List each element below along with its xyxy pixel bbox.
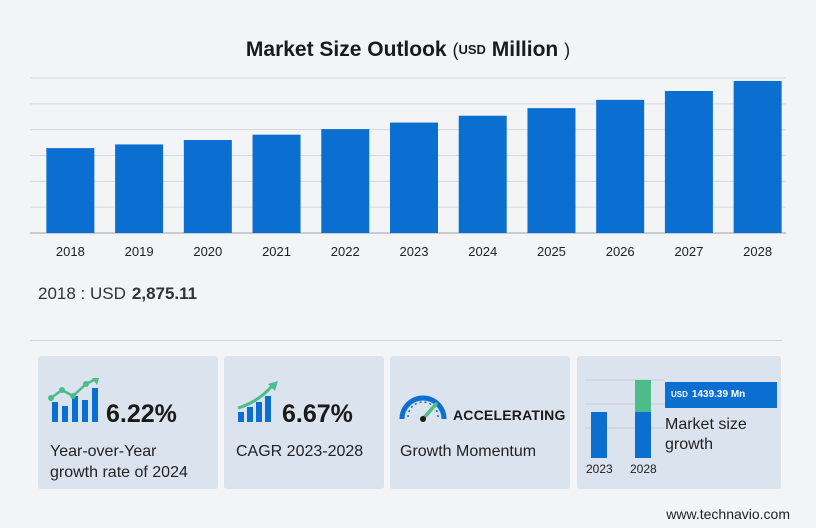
bar-2020	[183, 140, 232, 233]
bar-2022	[321, 129, 370, 233]
x-tick-label-2026: 2026	[606, 244, 635, 259]
x-tick-label-2021: 2021	[262, 244, 291, 259]
growth-chart-icon	[48, 378, 99, 422]
source-footer: www.technavio.com	[666, 506, 790, 522]
chart-title: Market Size Outlook (USD Million )	[0, 38, 816, 62]
bar-2028	[733, 80, 782, 233]
increment-tag: USD 1439.39 Mn	[665, 382, 777, 408]
title-open-paren: (	[452, 40, 459, 60]
yoy-value: 6.22%	[106, 400, 177, 428]
mini-bar-2023	[591, 412, 607, 458]
mini-year-end: 2028	[630, 462, 657, 476]
yoy-label-line2: growth rate of 2024	[50, 464, 188, 481]
section-divider	[30, 340, 782, 341]
cagr-label: CAGR 2023-2028	[236, 443, 364, 460]
x-tick-label-2023: 2023	[400, 244, 429, 259]
mini-year-start: 2023	[586, 462, 613, 476]
yoy-label-line1: Year-over-Year	[50, 443, 157, 460]
title-unit: USD	[458, 42, 486, 57]
cagr-value: 6.67%	[282, 400, 353, 428]
mini-bar-2028-increment	[635, 380, 651, 412]
bar-2023	[390, 122, 438, 233]
x-tick-label-2028: 2028	[743, 244, 772, 259]
base-year-label: 2018 : USD	[38, 284, 126, 303]
bar-2019	[115, 144, 164, 233]
momentum-card: ACCELERATING Growth Momentum	[390, 356, 570, 489]
bar-2024	[458, 115, 507, 233]
bar-2027	[664, 90, 713, 233]
mini-growth-chart	[585, 379, 665, 458]
bar-2025	[527, 108, 576, 233]
bar-2026	[596, 99, 645, 233]
cagr-card: 6.67% CAGR 2023-2028	[224, 356, 384, 489]
x-tick-label-2027: 2027	[674, 244, 703, 259]
speedometer-icon	[399, 395, 447, 422]
x-tick-label-2019: 2019	[125, 244, 154, 259]
increment-unit: USD	[671, 390, 688, 399]
title-scale: Million	[491, 38, 559, 61]
x-tick-label-2025: 2025	[537, 244, 566, 259]
mini-bar-2028-base	[635, 412, 651, 458]
base-year-value: 2018 : USD 2,875.11	[38, 284, 197, 304]
size-label-line1: Market size	[665, 416, 747, 433]
increment-value: 1439.39 Mn	[691, 389, 746, 400]
x-tick-label-2024: 2024	[468, 244, 497, 259]
yoy-growth-card: 6.22% Year-over-Year growth rate of 2024	[38, 356, 218, 489]
x-tick-label-2018: 2018	[56, 244, 85, 259]
size-label-line2: growth	[665, 436, 714, 453]
bar-2018	[46, 148, 95, 233]
rising-bars-icon	[237, 381, 278, 422]
bar-2021	[252, 134, 301, 233]
title-main: Market Size Outlook	[245, 38, 447, 61]
x-tick-label-2020: 2020	[193, 244, 222, 259]
bar-chart: 2018 2019 2020 2021 2022 2023 2024 2025 2026 2027…	[30, 77, 786, 259]
x-tick-label-2022: 2022	[331, 244, 360, 259]
momentum-status: ACCELERATING	[453, 407, 566, 423]
title-close-paren: )	[564, 40, 571, 60]
base-year-number: 2,875.11	[131, 284, 198, 303]
market-size-growth-card: 2023 2028 USD 1439.39 Mn Market size grow…	[577, 356, 781, 489]
momentum-label: Growth Momentum	[400, 443, 537, 460]
